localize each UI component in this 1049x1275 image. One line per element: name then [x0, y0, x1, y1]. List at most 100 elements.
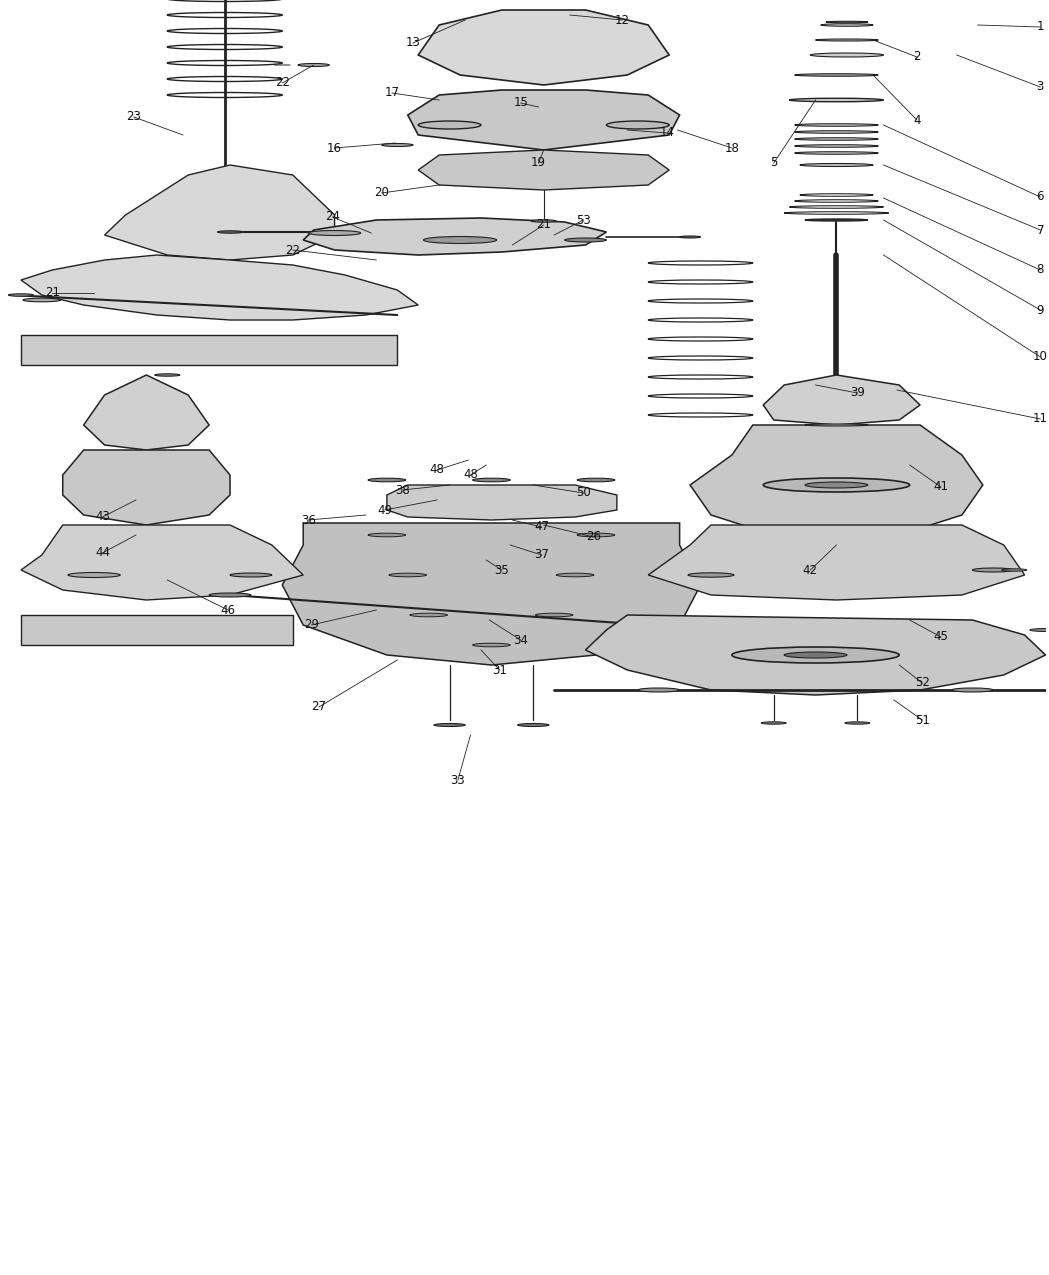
- Ellipse shape: [799, 163, 873, 167]
- Text: 48: 48: [463, 468, 478, 482]
- Circle shape: [785, 652, 847, 658]
- Circle shape: [577, 533, 615, 537]
- Circle shape: [382, 144, 413, 147]
- Text: 24: 24: [325, 210, 340, 223]
- Circle shape: [680, 236, 701, 238]
- Text: 3: 3: [1036, 80, 1044, 93]
- Text: 5: 5: [770, 157, 777, 170]
- Text: 15: 15: [513, 97, 528, 110]
- Ellipse shape: [795, 145, 878, 147]
- Circle shape: [1030, 629, 1049, 631]
- Text: 36: 36: [301, 514, 316, 527]
- Circle shape: [473, 643, 510, 646]
- Circle shape: [517, 723, 549, 727]
- Circle shape: [564, 238, 606, 242]
- Text: 53: 53: [576, 213, 591, 227]
- Text: 16: 16: [327, 142, 342, 154]
- Text: 18: 18: [725, 142, 740, 154]
- Polygon shape: [84, 375, 209, 450]
- Circle shape: [368, 478, 406, 482]
- Circle shape: [68, 572, 121, 578]
- Text: 19: 19: [531, 157, 545, 170]
- Bar: [21, 615, 293, 645]
- Polygon shape: [63, 450, 230, 525]
- Polygon shape: [419, 10, 669, 85]
- Text: 8: 8: [1036, 264, 1044, 277]
- Polygon shape: [105, 164, 335, 260]
- Polygon shape: [21, 255, 419, 320]
- Circle shape: [230, 572, 272, 578]
- Ellipse shape: [419, 121, 480, 129]
- Circle shape: [473, 478, 510, 482]
- Circle shape: [762, 722, 787, 724]
- Text: 2: 2: [914, 51, 921, 64]
- Circle shape: [389, 574, 427, 576]
- Text: 44: 44: [95, 547, 110, 560]
- Circle shape: [556, 574, 594, 576]
- Circle shape: [308, 231, 361, 236]
- Text: 42: 42: [802, 564, 818, 576]
- Text: 14: 14: [660, 126, 675, 139]
- Circle shape: [434, 723, 466, 727]
- Text: 21: 21: [45, 287, 60, 300]
- Text: 33: 33: [451, 774, 466, 787]
- Polygon shape: [303, 218, 606, 255]
- Text: 31: 31: [492, 663, 508, 677]
- Text: 47: 47: [534, 520, 549, 533]
- Polygon shape: [282, 523, 701, 666]
- Text: 43: 43: [95, 510, 110, 524]
- Text: 12: 12: [615, 14, 629, 27]
- Circle shape: [155, 374, 179, 376]
- Text: 48: 48: [430, 464, 445, 477]
- Ellipse shape: [805, 219, 868, 221]
- Text: 26: 26: [586, 530, 601, 543]
- Bar: [21, 335, 398, 365]
- Ellipse shape: [805, 425, 868, 426]
- Circle shape: [217, 231, 242, 233]
- Circle shape: [732, 646, 899, 663]
- Circle shape: [209, 593, 251, 597]
- Circle shape: [638, 688, 680, 692]
- Circle shape: [368, 533, 406, 537]
- Text: 6: 6: [1036, 190, 1044, 204]
- Text: 52: 52: [915, 677, 929, 690]
- Ellipse shape: [795, 124, 878, 126]
- Circle shape: [764, 478, 909, 492]
- Text: 7: 7: [1036, 223, 1044, 236]
- Ellipse shape: [795, 74, 878, 76]
- Text: 9: 9: [1036, 303, 1044, 316]
- Text: 13: 13: [406, 37, 421, 50]
- Polygon shape: [764, 375, 920, 425]
- Text: 49: 49: [378, 504, 392, 516]
- Text: 11: 11: [1033, 413, 1048, 426]
- Circle shape: [805, 482, 868, 488]
- Polygon shape: [387, 484, 617, 520]
- Text: 22: 22: [275, 76, 290, 89]
- Text: 20: 20: [374, 186, 389, 199]
- Text: 37: 37: [534, 548, 549, 561]
- Ellipse shape: [606, 121, 669, 129]
- Circle shape: [531, 219, 556, 222]
- Ellipse shape: [815, 40, 878, 41]
- Ellipse shape: [810, 54, 883, 57]
- Circle shape: [298, 64, 329, 66]
- Polygon shape: [419, 150, 669, 190]
- Polygon shape: [21, 525, 303, 601]
- Text: 45: 45: [934, 631, 948, 644]
- Ellipse shape: [795, 138, 878, 140]
- Text: 21: 21: [536, 218, 551, 232]
- Ellipse shape: [795, 152, 878, 154]
- Text: 46: 46: [220, 603, 235, 617]
- Circle shape: [1002, 569, 1027, 571]
- Circle shape: [410, 613, 448, 617]
- Circle shape: [535, 613, 573, 617]
- Polygon shape: [648, 525, 1025, 601]
- Text: 1: 1: [1036, 20, 1044, 33]
- Ellipse shape: [795, 131, 878, 134]
- Text: 39: 39: [850, 386, 864, 399]
- Circle shape: [8, 293, 34, 296]
- Polygon shape: [408, 91, 680, 150]
- Circle shape: [844, 722, 870, 724]
- Text: 17: 17: [385, 87, 400, 99]
- Polygon shape: [690, 425, 983, 541]
